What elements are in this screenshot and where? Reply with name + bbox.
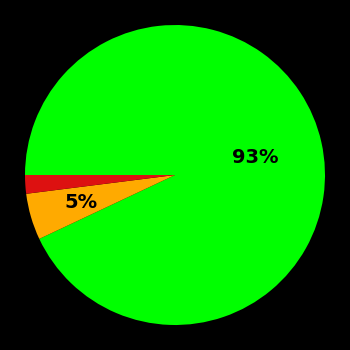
Text: 93%: 93%: [232, 147, 279, 167]
Text: 5%: 5%: [65, 193, 98, 212]
Wedge shape: [26, 175, 175, 239]
Wedge shape: [25, 25, 325, 325]
Wedge shape: [25, 175, 175, 194]
